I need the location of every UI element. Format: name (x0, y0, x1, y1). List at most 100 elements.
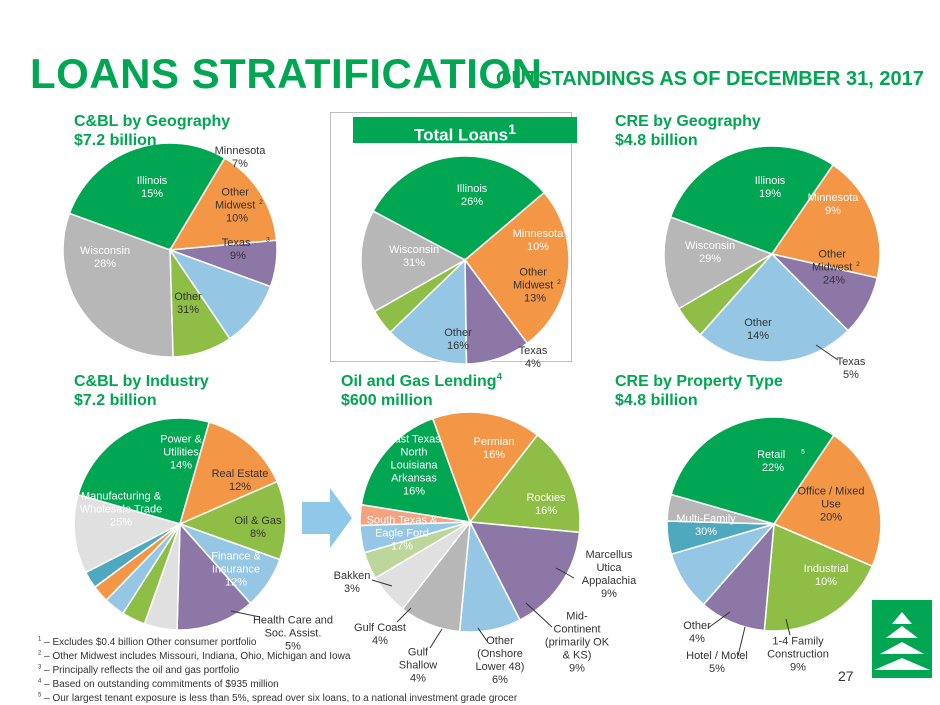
cbl_geo-label-value-1: 15% (140, 188, 164, 200)
cre_property-leader-2 (707, 611, 731, 629)
cre_property-label-value-3: 10% (814, 576, 838, 588)
oil_gas-title: Oil and Gas Lending4 $600 million (341, 372, 502, 410)
total_loans-label-0: Wisconsin 31% (379, 244, 449, 270)
oil_gas-label-4: Marcellus Utica Appalachia 9% (577, 549, 641, 601)
oil_gas-slice-3 (468, 521, 581, 622)
cre_geo-label-value-4: 5% (843, 369, 859, 381)
cbl_industry-slice-2 (177, 480, 287, 561)
page-subtitle: OUTSTANDINGS AS OF DECEMBER 31, 2017 (496, 68, 924, 90)
oil_gas-label-name-9: Bakken (333, 570, 371, 582)
cre_property-label-value-4: 9% (790, 661, 806, 674)
oil_gas-slice-2 (468, 434, 581, 534)
logo-tier-2 (880, 642, 924, 654)
oil_gas-label-9: Bakken 3% (322, 570, 382, 596)
total_loans-label-value-3: 13% (523, 292, 547, 305)
oil_gas-leader-3 (429, 628, 443, 649)
logo-tier-1 (886, 626, 918, 638)
cbl_geo-label-sup-4: 3 (266, 236, 270, 244)
cbl_geo-label-name-1: Illinois (136, 175, 168, 187)
cbl_geo-label-value-2: 7% (232, 158, 248, 170)
cre_property-slice-6 (666, 493, 775, 525)
oil_gas-label-name-2: Permian (473, 436, 515, 448)
footnote-3: 3 – Principally reflects the oil and gas… (38, 665, 239, 677)
cbl_industry-label-value-5: 5% (285, 640, 301, 653)
cbl_geo-slice-1 (168, 157, 278, 251)
total-loans-badge: Total Loans1 (353, 117, 577, 145)
cre_geo-label-3: Other Midwest 2 24% (808, 249, 860, 288)
oil_gas-label-name-7: Gulf Shallow (398, 646, 438, 672)
total-loans-badge-sup: 1 (508, 122, 516, 138)
total_loans-label-1: Illinois 26% (442, 183, 502, 209)
cre_geo-label-value-2: 9% (825, 205, 841, 217)
cre_property-label-2: Office / Mixed Use 20% (794, 486, 868, 525)
cbl_geo-label-name-2: Minnesota (214, 145, 266, 157)
cre_property-label-4: 1-4 Family Construction 9% (758, 636, 838, 675)
cbl_industry-label-2: Real Estate 12% (205, 468, 275, 494)
footnote-1: 1 – Excludes $0.4 billion Other consumer… (38, 637, 256, 649)
cbl_industry-label-value-1: 14% (169, 459, 193, 472)
cre_geo-title-text: CRE by Geography (615, 113, 761, 130)
cbl_geo-label-value-3: 10% (225, 212, 249, 225)
cre_geo-label-name-3: Other Midwest (811, 248, 853, 274)
cbl_industry-label-name-3: Oil & Gas (234, 515, 282, 527)
total_loans-label-5: Other 16% (428, 327, 488, 353)
cre_property-leader-0 (785, 618, 791, 636)
cre_geo-subtitle: $4.8 billion (615, 132, 698, 149)
cre_geo-label-name-0: Wisconsin (684, 240, 736, 252)
total_loans-slice-5 (360, 210, 467, 313)
total_loans-label-4: Texas 4% (503, 345, 563, 371)
oil_gas-slice-9 (359, 503, 471, 527)
cre_property-label-0: Multi-Family 30% (666, 513, 746, 539)
oil_gas-label-value-2: 16% (482, 449, 506, 461)
cre_geo-label-name-5: Other (744, 317, 772, 329)
cbl_industry-label-5: Health Care and Soc. Assist. 5% (248, 615, 338, 654)
cbl_geo-label-1: Illinois 15% (122, 175, 182, 201)
total_loans-slice-1 (463, 191, 570, 345)
cbl_industry-slice-10 (73, 493, 183, 574)
oil_gas-subtitle: $600 million (341, 392, 433, 409)
page-title: LOANS STRATIFICATION (30, 50, 543, 97)
cre_geo-slice-0 (669, 145, 835, 255)
total_loans-pie (360, 155, 570, 365)
cre_property-label-value-5: 5% (709, 663, 725, 675)
cbl_industry-slice-1 (178, 421, 279, 526)
cre_property-label-name-6: Other (683, 620, 711, 632)
bank-logo-icon (872, 600, 932, 678)
cbl_geo-label-value-0: 28% (93, 258, 117, 270)
cbl_geo-label-name-5: Other (174, 291, 202, 303)
cre_property-title: CRE by Property Type $4.8 billion (615, 372, 783, 410)
cbl_industry-label-name-2: Real Estate (211, 468, 269, 480)
oil_gas-label-name-5: Mid-Continent (primarily OK & KS) (544, 610, 610, 662)
oil_gas-label-value-5: 9% (569, 662, 585, 675)
cbl_industry-label-name-5: Health Care and Soc. Assist. (252, 614, 334, 640)
total_loans-label-name-5: Other (444, 327, 472, 339)
oil_gas-label-name-3: Rockies (526, 492, 566, 504)
oil_gas-label-value-6: 6% (492, 674, 508, 686)
oil_gas-label-name-6: Other (Onshore Lower 48) (475, 635, 525, 673)
cbl_industry-label-value-0: 25% (109, 516, 133, 529)
cre_geo-label-name-4: Texas (836, 356, 866, 368)
cre_geo-label-sup-3: 2 (856, 260, 860, 268)
cbl_geo-slice-0 (68, 142, 226, 251)
oil_gas-leader-1 (525, 602, 553, 628)
oil_gas-leader-2 (477, 627, 488, 642)
cre_property-title-text: CRE by Property Type (615, 373, 783, 390)
footnote-4: 4 – Based on outstanding commitments of … (38, 679, 279, 691)
cre_geo-label-4: Texas 5% (821, 356, 881, 382)
cre_geo-label-name-2: Minnesota (807, 192, 859, 204)
cre_property-label-value-2: 20% (819, 511, 843, 524)
oil_gas-label-name-1: East Texas North Louisiana Arkansas (387, 433, 441, 485)
oil_gas-label-value-8: 4% (372, 635, 388, 647)
oil_gas-leader-0 (555, 567, 575, 579)
oil_gas-label-value-4: 9% (601, 588, 617, 600)
footnote-mark-5: 5 (38, 692, 42, 699)
cre_geo-label-value-0: 29% (698, 253, 722, 265)
cbl_geo-label-name-0: Wisconsin (79, 245, 131, 257)
total_loans-slice-0 (372, 155, 546, 261)
cbl_geo-title: C&BL by Geography $7.2 billion (74, 112, 230, 150)
cre_geo-label-1: Illinois 19% (740, 175, 800, 201)
cbl_industry-label-name-0: Manufacturing & Wholesale Trade (79, 490, 163, 516)
footnote-text-4: – Based on outstanding commitments of $9… (41, 679, 279, 690)
oil_gas-label-value-0: 17% (390, 540, 414, 553)
